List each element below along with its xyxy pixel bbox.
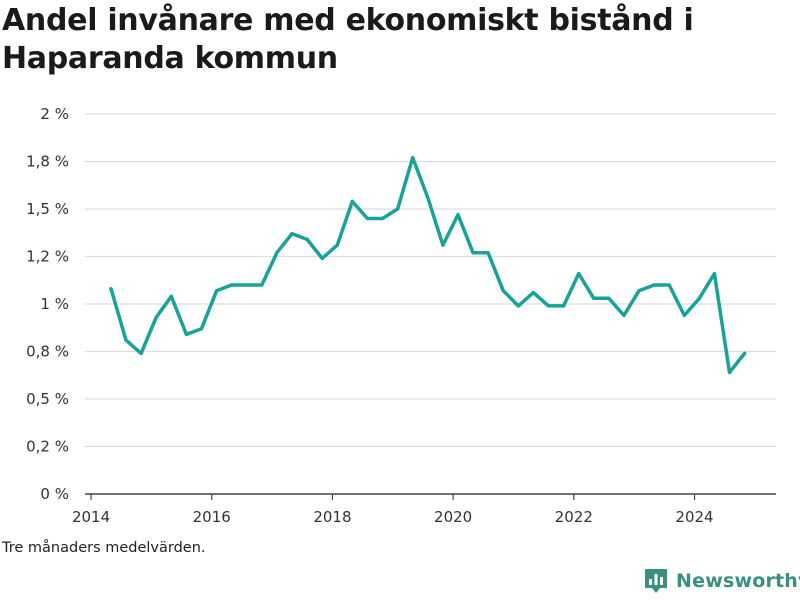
data-point: [335, 243, 339, 247]
y-tick-label: 0,2 %: [26, 438, 69, 456]
y-tick-label: 0 %: [40, 485, 69, 503]
data-point: [743, 351, 747, 355]
data-point: [516, 304, 520, 308]
data-point: [320, 256, 324, 260]
y-tick-label: 0,5 %: [26, 390, 69, 408]
x-tick-label: 2024: [675, 508, 713, 526]
brand-name: Newsworthy: [676, 570, 800, 592]
data-point: [637, 289, 641, 293]
data-point: [546, 304, 551, 308]
data-point: [124, 338, 128, 342]
data-point: [426, 196, 430, 200]
data-point: [592, 296, 596, 300]
series-layer: [109, 155, 747, 375]
series-line: [109, 155, 747, 375]
data-point: [275, 251, 279, 255]
data-point: [577, 272, 581, 276]
y-axis-tick-labels: 0 % 0,2 % 0,5 % 0,8 % 1 % 1,2 % 1,5 % 1,8 % 2 %: [26, 105, 69, 503]
data-point: [139, 351, 143, 355]
x-tick-label: 2014: [72, 508, 110, 526]
chart-footnote: Tre månaders medelvärden.: [2, 540, 206, 556]
data-point: [230, 283, 234, 287]
data-point: [441, 243, 445, 247]
y-tick-label: 1,2 %: [26, 248, 69, 266]
data-point: [562, 304, 566, 308]
data-point: [199, 327, 204, 331]
data-point: [411, 156, 415, 160]
data-point: [260, 283, 264, 287]
data-point: [350, 199, 354, 203]
data-point: [501, 289, 505, 293]
data-point: [215, 289, 219, 293]
chart-title: Andel invånare med ekonomiskt bistånd i …: [2, 3, 694, 76]
data-point: [531, 291, 536, 295]
x-tick-label: 2018: [313, 508, 351, 526]
data-point: [712, 272, 717, 276]
x-axis: [85, 493, 776, 500]
data-point: [486, 251, 490, 255]
y-tick-label: 1,8 %: [26, 153, 69, 171]
data-point: [154, 315, 158, 319]
data-point: [396, 207, 400, 211]
data-point: [456, 213, 460, 217]
x-tick-label: 2016: [193, 508, 231, 526]
data-point: [365, 216, 369, 221]
brand-logo[interactable]: Newsworthy: [644, 568, 800, 594]
data-point: [245, 283, 249, 287]
data-point: [169, 294, 173, 298]
x-axis-tick-labels: 2014 2016 2018 2020 2022 2024: [72, 508, 714, 526]
line-chart: 0 %0,2 %0,5 %0,8 %1 %1,2 %1,5 %1,8 %2 % …: [26, 105, 776, 526]
data-point: [471, 251, 475, 255]
y-tick-label: 1,5 %: [26, 200, 69, 218]
data-point: [697, 296, 702, 300]
data-point: [109, 287, 113, 291]
data-point: [727, 370, 732, 374]
data-point: [622, 313, 626, 317]
data-point: [290, 232, 294, 236]
data-point: [184, 332, 188, 336]
gridlines: [85, 113, 776, 448]
data-point: [682, 313, 686, 317]
y-tick-label: 1 %: [40, 295, 69, 313]
y-tick-label: 2 %: [40, 105, 69, 123]
data-point: [380, 216, 385, 221]
y-tick-label: 0,8 %: [26, 343, 69, 361]
x-tick-label: 2020: [434, 508, 472, 526]
data-point: [652, 283, 656, 287]
x-tick-label: 2022: [555, 508, 593, 526]
data-point: [667, 283, 671, 287]
data-point: [607, 296, 611, 300]
bar-chart-logo-icon: [645, 569, 667, 593]
data-point: [305, 237, 309, 241]
